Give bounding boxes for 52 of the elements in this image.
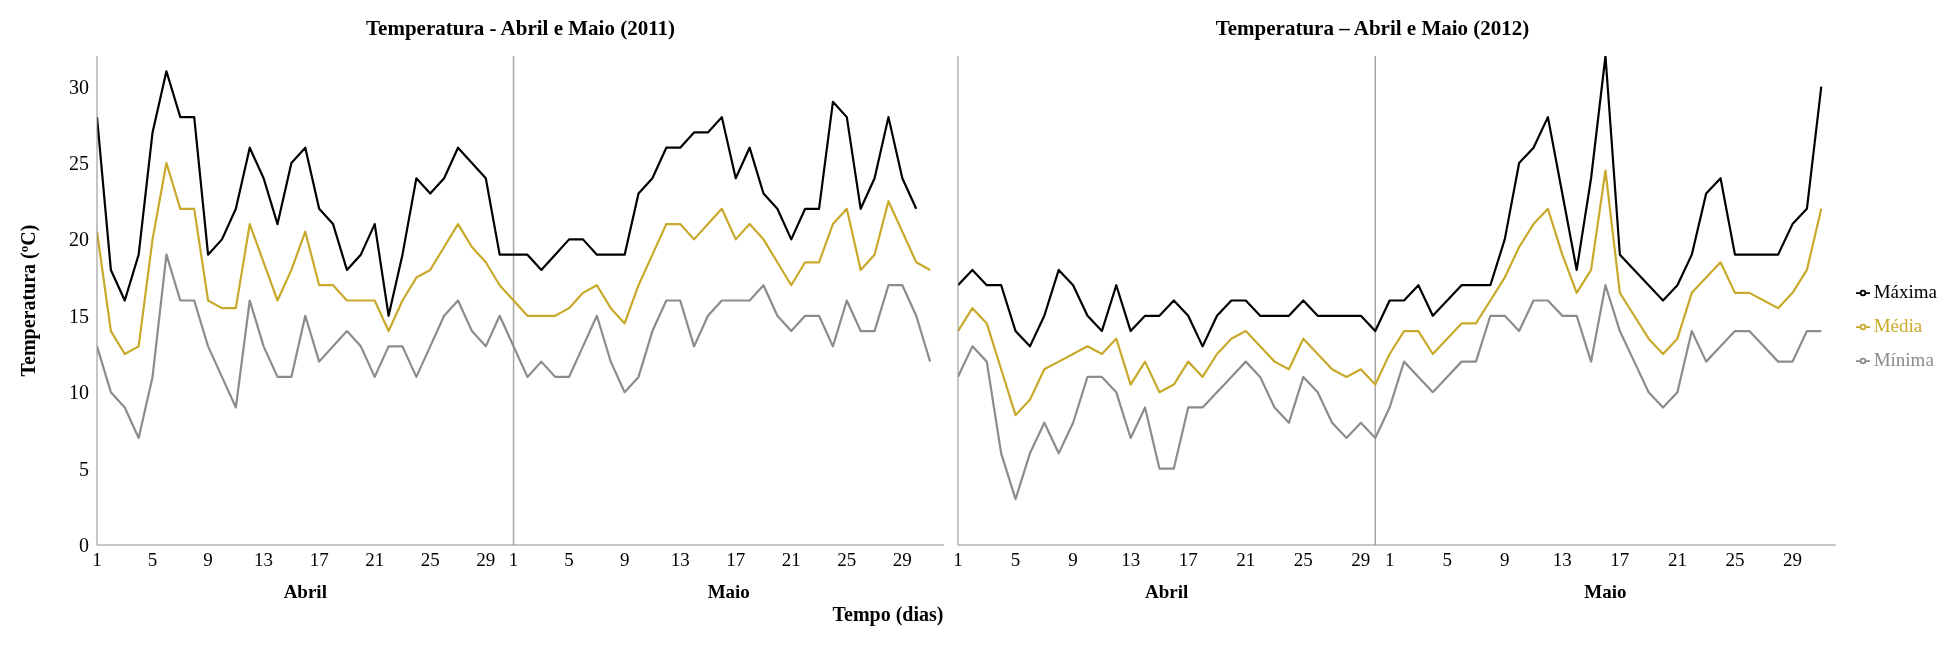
y-axis-title: Temperatura (ºC) <box>17 224 40 377</box>
y-tick-label: 30 <box>69 75 89 98</box>
x-tick-label: 1 <box>508 549 519 571</box>
text: Maio <box>707 581 750 603</box>
x-tick-label: 1 <box>1384 549 1395 571</box>
x-tick-label: 13 <box>670 549 690 571</box>
x-tick-label: 25 <box>837 549 857 571</box>
x-tick-label: 21 <box>1236 549 1256 571</box>
x-tick-label: 13 <box>254 549 274 571</box>
line-series <box>97 161 932 356</box>
x-tick-label: 17 <box>726 549 746 571</box>
x-tick-label: 5 <box>564 549 574 571</box>
x-tick-label: 25 <box>420 549 440 571</box>
x-tick-label: 29 <box>892 549 912 571</box>
y-tick-label: 25 <box>69 152 89 175</box>
y-tick-label: 0 <box>79 534 89 557</box>
y-tick-label: 15 <box>69 304 89 327</box>
chart-title: Temperatura - Abril e Maio (2011) <box>365 15 676 42</box>
line-series <box>97 70 918 317</box>
x-tick-label: 25 <box>1725 549 1745 571</box>
chart-title: Temperatura – Abril e Maio (2012) <box>1214 15 1531 42</box>
legend-label: Mínima <box>1873 348 1934 370</box>
x-tick-label: 17 <box>1610 549 1630 571</box>
x-tick-label: 13 <box>1552 549 1572 571</box>
x-axis-title: Tempo (dias) <box>831 603 945 626</box>
x-tick-label: 17 <box>309 549 329 571</box>
text: Abril <box>283 581 327 603</box>
legend-label: Média <box>1873 314 1923 336</box>
y-tick-label: 20 <box>69 228 89 251</box>
x-tick-label: 13 <box>1121 549 1141 571</box>
legend-label: Máxima <box>1873 280 1937 302</box>
y-tick-label: 5 <box>79 457 89 480</box>
x-tick-label: 9 <box>619 549 630 571</box>
text: Abril <box>1144 581 1189 603</box>
x-tick-label: 1 <box>953 549 963 571</box>
x-tick-label: 9 <box>203 549 213 571</box>
x-tick-label: 17 <box>1178 549 1198 571</box>
x-tick-label: 9 <box>1068 549 1078 571</box>
x-tick-label: 29 <box>1351 549 1371 571</box>
x-tick-label: 21 <box>781 549 801 571</box>
text: Maio <box>1584 581 1627 603</box>
x-tick-label: 5 <box>147 549 158 571</box>
y-tick-label: 10 <box>69 381 89 404</box>
x-tick-label: 29 <box>1783 549 1803 571</box>
x-tick-label: 25 <box>1293 549 1313 571</box>
x-tick-label: 9 <box>1500 549 1510 571</box>
x-tick-label: 21 <box>365 549 385 571</box>
x-tick-label: 5 <box>1010 549 1021 571</box>
x-tick-label: 21 <box>1667 549 1687 571</box>
x-tick-label: 5 <box>1442 549 1452 571</box>
x-tick-label: 29 <box>476 549 496 571</box>
x-tick-label: 1 <box>92 549 102 571</box>
